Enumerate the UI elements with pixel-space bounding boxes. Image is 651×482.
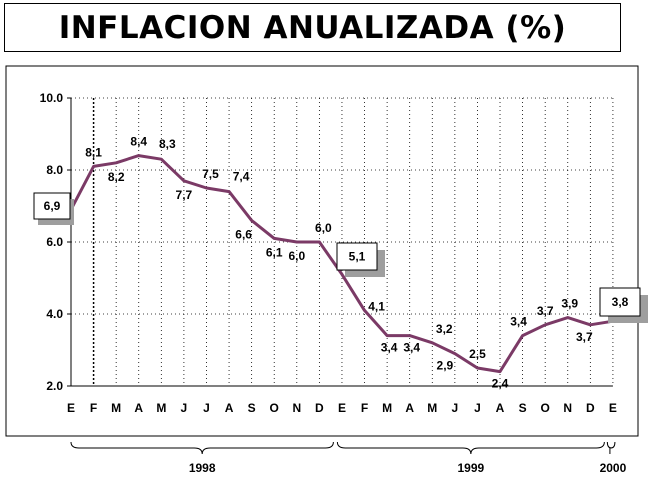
x-tick-label: A	[405, 401, 414, 415]
data-label: 3,4	[403, 341, 420, 355]
x-tick-label: O	[541, 401, 550, 415]
data-label: 7,5	[202, 167, 219, 181]
data-point	[498, 370, 502, 373]
data-point	[340, 273, 344, 276]
year-brackets: 1998 1999 2000	[70, 441, 627, 475]
chart-title: INFLACION ANUALIZADA (%)	[58, 9, 567, 46]
x-tick-label: M	[156, 401, 166, 415]
label-box	[599, 287, 641, 317]
data-label: 5,1	[349, 250, 366, 264]
data-point	[92, 165, 95, 168]
data-point	[273, 237, 276, 240]
data-label: 7,7	[176, 188, 193, 202]
label-box	[336, 242, 378, 271]
data-label: 6,0	[288, 249, 305, 263]
data-label: 8,4	[130, 135, 147, 149]
x-tick-label: M	[382, 401, 392, 415]
data-label: 8,3	[159, 137, 176, 151]
data-point	[182, 179, 186, 182]
x-tick-label: F	[361, 401, 368, 415]
grid-lines	[70, 97, 614, 386]
data-label: 3,4	[381, 341, 398, 355]
data-point	[205, 186, 208, 190]
data-label: 6,6	[235, 227, 252, 241]
x-tick-label: N	[292, 401, 301, 415]
data-label: 3,7	[576, 330, 593, 344]
data-point	[521, 334, 524, 337]
data-point	[227, 190, 231, 193]
x-tick-label: J	[181, 401, 188, 415]
x-tick-label: S	[519, 401, 527, 415]
data-point	[408, 334, 411, 337]
data-point	[385, 334, 389, 337]
y-tick-label: 4.0	[46, 307, 63, 321]
data-point	[431, 341, 434, 344]
x-tick-label: D	[586, 401, 595, 415]
data-label: 6,9	[44, 199, 61, 213]
data-point	[589, 323, 592, 326]
x-tick-label: M	[111, 401, 121, 415]
data-label: 6,1	[266, 245, 283, 259]
year-bracket	[70, 441, 334, 455]
x-tick-label: D	[315, 401, 324, 415]
data-label: 8,1	[85, 145, 102, 159]
x-tick-label: A	[225, 401, 234, 415]
data-point	[318, 240, 321, 244]
x-tick-label: O	[270, 401, 279, 415]
data-label: 8,2	[108, 170, 125, 184]
x-tick-label: E	[338, 401, 346, 415]
x-tick-label: J	[203, 401, 210, 415]
data-label: 6,0	[315, 221, 332, 235]
y-tick-label: 2.0	[46, 379, 63, 393]
year-label: 1998	[189, 461, 216, 475]
data-point	[137, 154, 140, 157]
data-labels: 6,9 8,1 8,2 8,4 8,3 7,7 7,5 7,4 6,6 6,1 6,0 6,0 5,1 4…	[33, 135, 648, 391]
year-label: 1999	[458, 461, 485, 475]
x-tick-label: A	[134, 401, 143, 415]
chart-title-box: INFLACION ANUALIZADA (%)	[4, 3, 621, 52]
label-box	[33, 192, 71, 220]
data-point	[250, 219, 253, 222]
x-tick-label: J	[452, 401, 459, 415]
data-label: 3,8	[612, 295, 629, 309]
series-line-layer	[69, 154, 615, 374]
data-point	[295, 240, 298, 244]
year-label: 2000	[600, 461, 627, 475]
x-tick-label: E	[67, 401, 75, 415]
data-point	[566, 316, 569, 319]
y-tick-label: 10.0	[40, 91, 64, 105]
chart-frame	[5, 65, 639, 437]
axes: 2.04.06.08.010.0E F M A M J J A S O N D E F M A M J J A S O N D…	[40, 91, 617, 415]
data-label: 2,9	[437, 359, 454, 373]
year-bracket	[606, 441, 616, 449]
data-point	[543, 323, 547, 326]
data-label: 3,7	[537, 304, 554, 318]
data-label: 3,2	[436, 322, 453, 336]
year-bracket	[336, 441, 605, 455]
data-label: 4,1	[368, 299, 385, 313]
x-tick-label: A	[496, 401, 505, 415]
x-tick-label: M	[427, 401, 437, 415]
x-tick-label: F	[90, 401, 97, 415]
data-point	[476, 366, 479, 370]
x-tick-label: S	[248, 401, 256, 415]
y-tick-label: 6.0	[46, 235, 63, 249]
x-tick-label: J	[474, 401, 481, 415]
data-label: 3,9	[561, 297, 578, 311]
x-tick-label: E	[609, 401, 617, 415]
data-label: 2,4	[492, 377, 509, 391]
data-label: 2,5	[469, 347, 486, 361]
data-point	[453, 352, 457, 355]
data-label: 3,4	[510, 315, 527, 329]
data-label: 7,4	[233, 170, 250, 184]
data-point	[114, 161, 118, 164]
data-point	[160, 158, 163, 161]
y-tick-label: 8.0	[46, 163, 63, 177]
x-tick-label: N	[563, 401, 572, 415]
data-point	[363, 309, 366, 312]
